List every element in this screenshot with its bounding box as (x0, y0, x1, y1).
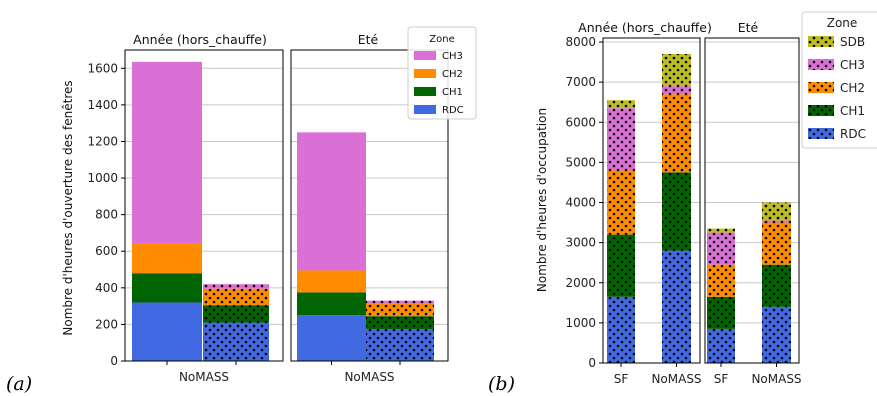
chart-a-panel-1-title: Eté (358, 32, 379, 47)
chart-a-legend-label-ch2: CH2 (442, 69, 463, 80)
chart-b-bar-1-1-ch1-hatch (762, 264, 791, 307)
chart-a-legend-swatch-rdc (414, 105, 436, 114)
chart-a-bar-0-0-ch3 (132, 61, 202, 244)
chart-b-ytick-label: 4000 (565, 196, 596, 210)
chart-b-bar-1-1-ch2-hatch (762, 222, 791, 265)
chart-b-ytick-label: 0 (588, 356, 596, 370)
chart-b-bar-1-1-rdc-hatch (762, 306, 791, 363)
chart-b-legend-label-ch1: CH1 (840, 104, 865, 118)
chart-a-legend-label-rdc: RDC (442, 105, 464, 116)
chart-b-ytick-label: 6000 (565, 115, 596, 129)
chart-b-bar-0-1-ch3-hatch (662, 86, 691, 95)
chart-b-legend-swatch-hatch-ch1 (808, 105, 834, 116)
chart-b-bar-1-0-ch3-hatch (707, 232, 735, 265)
chart-a-legend-swatch-ch3 (414, 51, 436, 60)
chart-b-panel-0-title: Année (hors_chauffe) (578, 20, 712, 35)
chart-a-bar-1-0-rdc (297, 315, 366, 361)
chart-b: SF NoMASS Année (hors_chauffe) SF NoMASS Eté 0… (535, 11, 877, 386)
chart-b-bar-1-0-ch1-hatch (707, 296, 735, 329)
caption-b: (b) (488, 373, 515, 395)
chart-b-bar-0-0-ch2-hatch (607, 170, 635, 235)
chart-b-ytick-label: 7000 (565, 75, 596, 89)
chart-a-ytick-label: 1400 (87, 98, 118, 112)
chart-a-bar-1-0-ch1 (297, 292, 366, 316)
chart-b-xtick-label: NoMASS (751, 372, 801, 386)
chart-b-bar-1-0-sdb-hatch (707, 228, 735, 233)
chart-a-bar-1-1-ch2-hatch (366, 303, 434, 317)
chart-b-xtick-label: SF (614, 372, 629, 386)
chart-a-panel-1-xlabel: NoMASS (344, 370, 394, 384)
chart-b-legend-label-ch3: CH3 (840, 58, 865, 72)
chart-b-bar-0-0-sdb-hatch (607, 100, 635, 109)
chart-a-bar-0-0-ch1 (132, 273, 202, 303)
chart-b-xtick-label: SF (714, 372, 729, 386)
chart-b-legend-label-rdc: RDC (840, 127, 866, 141)
chart-b-legend-swatch-hatch-sdb (808, 36, 834, 47)
chart-a-bar-1-1-ch3-hatch (366, 300, 434, 304)
chart-a-bar-0-1-ch2-hatch (203, 288, 269, 306)
chart-b-legend-label-sdb: SDB (840, 35, 865, 49)
chart-a-bar-0-0-ch2 (132, 243, 202, 274)
chart-a-panel-0-xlabel: NoMASS (179, 370, 229, 384)
chart-b-ytick-label: 2000 (565, 276, 596, 290)
chart-b-y-axis-label: Nombre d'heures d'occupation (535, 108, 549, 292)
chart-b-legend-swatch-hatch-ch2 (808, 82, 834, 93)
chart-b-bar-0-0-rdc-hatch (607, 296, 635, 363)
chart-a-bar-0-1-ch1-hatch (203, 305, 269, 323)
chart-a-bar-0-1-rdc-hatch (203, 322, 269, 361)
chart-a-bar-0-0-rdc (132, 302, 202, 361)
chart-a-bar-1-1-rdc-hatch (366, 328, 434, 361)
caption-a: (a) (6, 373, 32, 395)
chart-b-bar-0-1-ch2-hatch (662, 94, 691, 173)
chart-b-legend-swatch-hatch-rdc (808, 128, 834, 139)
chart-a-legend-title: Zone (429, 34, 454, 45)
chart-a-ytick-label: 0 (110, 354, 118, 368)
chart-b-ytick-label: 1000 (565, 316, 596, 330)
chart-b-bar-1-0-rdc-hatch (707, 328, 735, 363)
chart-a-bar-1-0-ch3 (297, 132, 366, 271)
chart-a-legend-label-ch1: CH1 (442, 87, 463, 98)
chart-b-bar-0-1-sdb-hatch (662, 54, 691, 87)
chart-a-panel-1-frame (290, 49, 449, 362)
chart-b-bar-0-0-ch3-hatch (607, 108, 635, 171)
chart-b-xtick-label: NoMASS (651, 372, 701, 386)
chart-a-ytick-label: 400 (95, 281, 118, 295)
chart-a-panel-0-frame (124, 49, 284, 362)
chart-b-bar-1-1-ch3-hatch (762, 220, 791, 223)
chart-b-legend-title: Zone (827, 16, 858, 30)
chart-b-legend-swatch-hatch-ch3 (808, 59, 834, 70)
chart-b-panel-1-frame (704, 37, 800, 364)
chart-a-ytick-label: 1200 (87, 134, 118, 148)
chart-a: Année (hors_chauffe) NoMASS Eté NoMASS 0 200 4… (61, 26, 477, 384)
chart-a-ytick-label: 200 (95, 317, 118, 331)
chart-a-ytick-label: 1600 (87, 61, 118, 75)
chart-b-panel-0-frame (602, 37, 701, 364)
chart-a-ytick-label: 1000 (87, 171, 118, 185)
chart-b-bar-0-1-rdc-hatch (662, 250, 691, 363)
chart-b-bar-0-1-ch1-hatch (662, 172, 691, 251)
chart-b-bar-1-1-sdb-hatch (762, 202, 791, 221)
chart-a-ytick-label: 800 (95, 208, 118, 222)
chart-b-legend-label-ch2: CH2 (840, 81, 865, 95)
chart-a-y-axis-label: Nombre d'heures d'ouverture des fenêtres (61, 80, 75, 335)
chart-a-bar-1-0-ch2 (297, 270, 366, 293)
chart-b-panel-1-title: Eté (738, 20, 759, 35)
chart-b-ytick-label: 8000 (565, 35, 596, 49)
chart-b-ytick-label: 3000 (565, 236, 596, 250)
chart-a-bar-1-1-ch1-hatch (366, 316, 434, 329)
chart-b-bar-0-0-ch1-hatch (607, 234, 635, 297)
chart-a-legend-label-ch3: CH3 (442, 51, 463, 62)
chart-b-ytick-label: 5000 (565, 155, 596, 169)
chart-a-legend-swatch-ch1 (414, 87, 436, 96)
chart-a-panel-0-title: Année (hors_chauffe) (133, 32, 267, 47)
chart-a-bar-0-1-ch3-hatch (203, 284, 269, 289)
chart-b-bar-1-0-ch2-hatch (707, 264, 735, 297)
chart-a-ytick-label: 600 (95, 244, 118, 258)
chart-a-legend-swatch-ch2 (414, 69, 436, 78)
